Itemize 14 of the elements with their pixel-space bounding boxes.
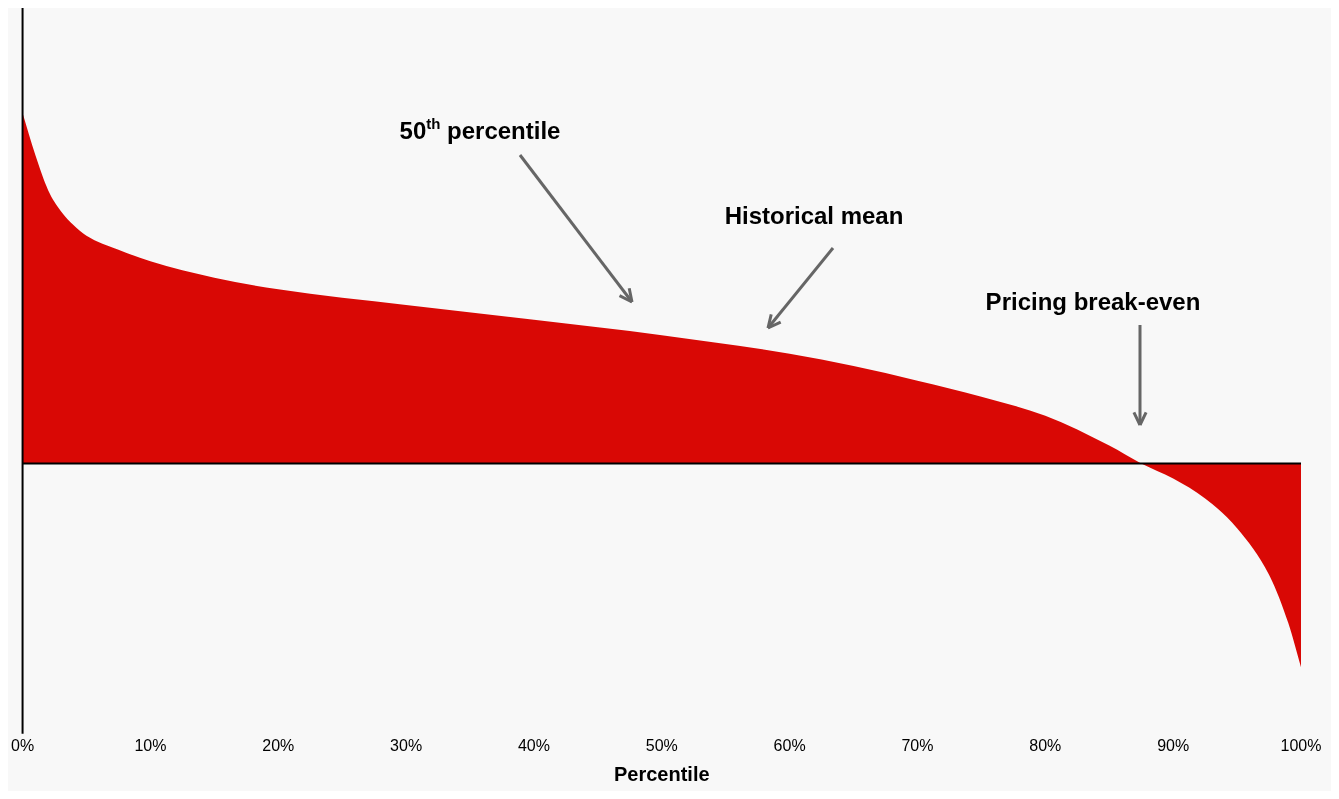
x-tick-label: 70% <box>901 736 934 754</box>
x-tick-label: 10% <box>134 736 167 754</box>
x-tick-label: 100% <box>1280 736 1322 754</box>
x-tick-label: 60% <box>773 736 806 754</box>
x-tick-label: 50% <box>645 736 678 754</box>
x-tick-label: 0% <box>11 736 35 754</box>
x-tick-label: 30% <box>390 736 423 754</box>
x-tick-label: 40% <box>517 736 550 754</box>
x-tick-label: 80% <box>1029 736 1062 754</box>
x-tick-label: 20% <box>262 736 295 754</box>
annotation: Pricing break-even <box>985 287 1201 315</box>
x-tick-label: 90% <box>1157 736 1190 754</box>
annotation: Historical mean <box>724 201 904 229</box>
x-axis-title: Percentile <box>613 762 710 785</box>
